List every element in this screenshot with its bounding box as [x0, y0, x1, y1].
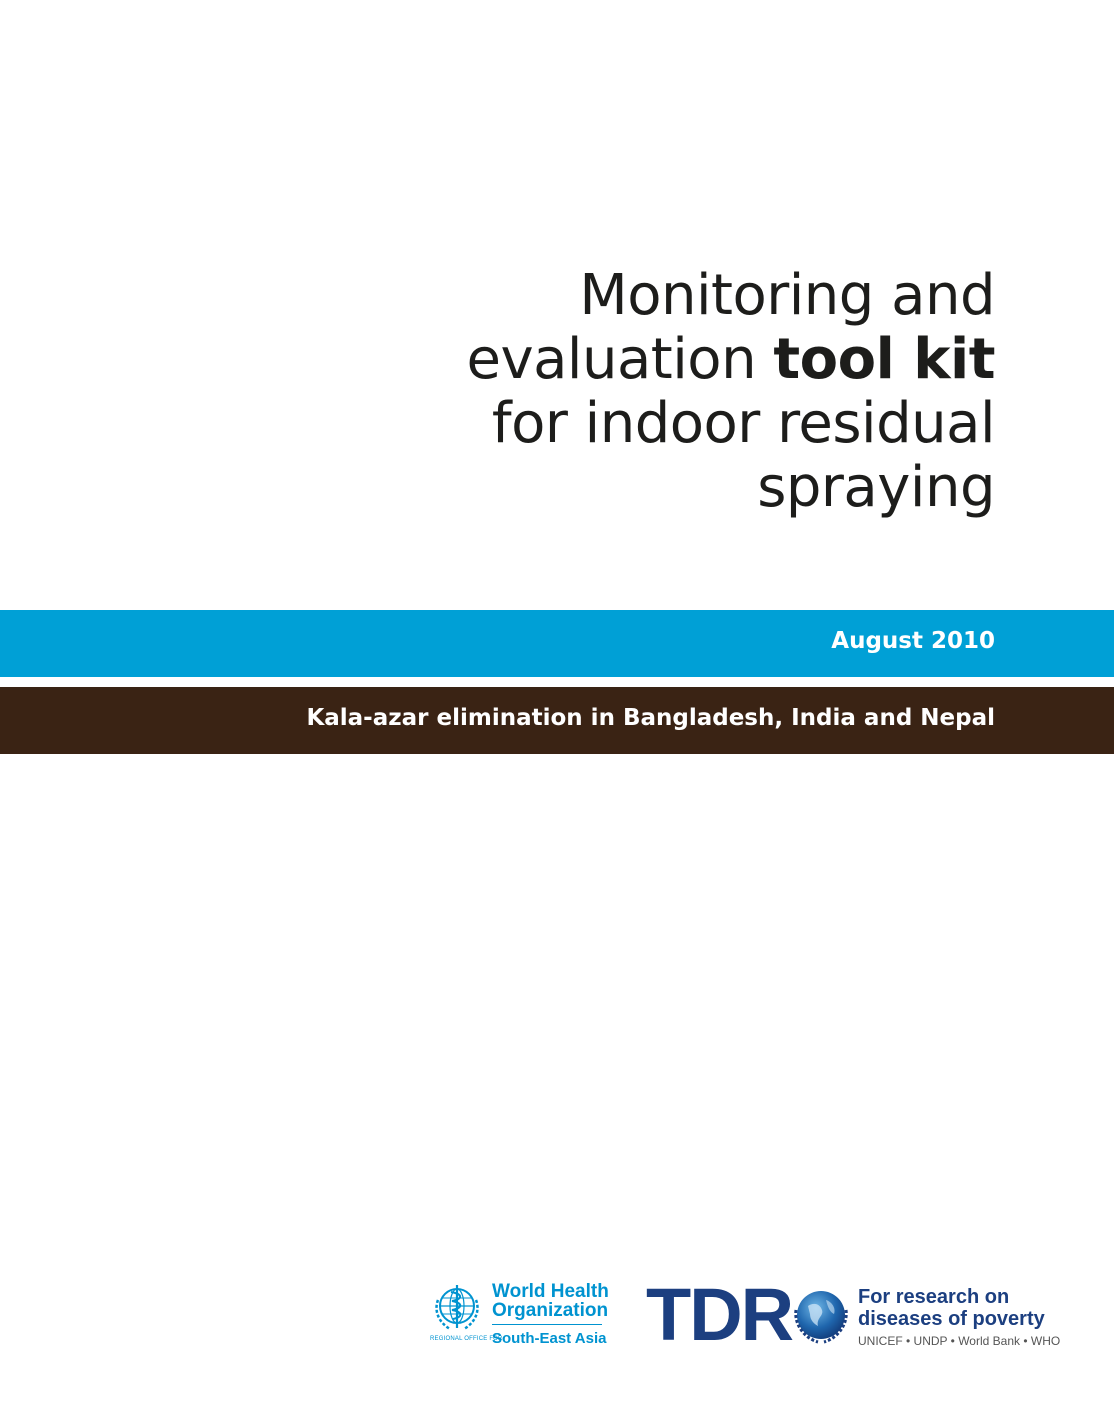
- who-name-line-1: World Health: [492, 1282, 609, 1301]
- tdr-tagline: For research on diseases of poverty: [858, 1286, 1045, 1330]
- tdr-sponsors: UNICEF • UNDP • World Bank • WHO: [858, 1334, 1060, 1348]
- publication-date: August 2010: [831, 628, 995, 654]
- globe-icon: [786, 1280, 856, 1350]
- title-line-2-regular: evaluation: [467, 327, 774, 392]
- tdr-tagline-line-1: For research on: [858, 1286, 1045, 1308]
- who-region: South-East Asia: [492, 1330, 606, 1347]
- date-band: August 2010: [0, 610, 1114, 677]
- who-name: World Health Organization: [492, 1282, 609, 1320]
- document-subtitle: Kala-azar elimination in Bangladesh, Ind…: [306, 705, 995, 731]
- tdr-logo: TDR For research on diseases of poverty …: [646, 1278, 1066, 1358]
- document-title: Monitoring and evaluation tool kit for i…: [467, 264, 995, 520]
- subtitle-band: Kala-azar elimination in Bangladesh, Ind…: [0, 687, 1114, 754]
- title-line-4: spraying: [467, 456, 995, 520]
- who-emblem-icon: [430, 1280, 484, 1334]
- who-name-line-2: Organization: [492, 1301, 609, 1320]
- who-divider: [492, 1324, 602, 1325]
- title-line-2-bold: tool kit: [773, 327, 995, 392]
- tdr-wordmark: TDR: [646, 1278, 792, 1352]
- title-line-3: for indoor residual: [467, 392, 995, 456]
- title-line-2: evaluation tool kit: [467, 328, 995, 392]
- title-line-1: Monitoring and: [467, 264, 995, 328]
- tdr-tagline-line-2: diseases of poverty: [858, 1308, 1045, 1330]
- who-logo: World Health Organization REGIONAL OFFIC…: [428, 1280, 608, 1350]
